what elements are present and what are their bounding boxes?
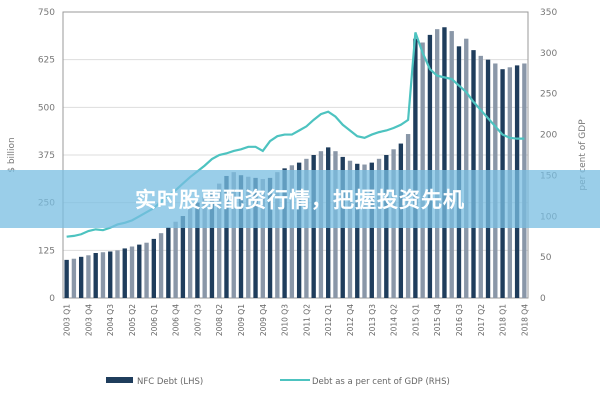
y-tick-label: 375 — [38, 151, 55, 161]
y2-tick-label: 250 — [540, 90, 557, 100]
y2-tick-label: 200 — [540, 131, 557, 141]
x-tick-label: 2005 Q2 — [128, 304, 137, 336]
y-tick-label: 0 — [49, 294, 55, 304]
banner-text: 实时股票配资行情，把握投资先机 — [135, 188, 465, 212]
bar — [129, 246, 135, 298]
bar — [435, 29, 440, 298]
bar — [115, 250, 120, 298]
bar — [209, 191, 215, 298]
bar — [260, 179, 265, 298]
bar — [253, 177, 258, 298]
bar — [173, 221, 178, 298]
bar — [275, 172, 280, 298]
bar — [93, 253, 98, 298]
bar — [376, 158, 382, 298]
y2-tick-label: 0 — [540, 294, 546, 304]
y-tick-label: 625 — [38, 56, 55, 66]
bar — [369, 162, 374, 298]
bar — [217, 183, 222, 298]
x-tick-label: 2015 Q4 — [433, 304, 442, 336]
bar — [166, 227, 171, 298]
x-tick-label: 2003 Q4 — [84, 304, 93, 336]
bar — [296, 162, 302, 298]
bar — [231, 172, 236, 298]
x-tick-label: 2006 Q1 — [150, 304, 159, 336]
bar — [427, 34, 433, 298]
y-tick-label: 500 — [38, 103, 55, 113]
bar — [464, 38, 469, 299]
bar — [64, 259, 69, 298]
x-tick-label: 2003 Q1 — [63, 304, 72, 336]
legend-swatch-bar — [106, 377, 133, 383]
bar — [137, 244, 142, 298]
bar — [158, 233, 164, 298]
legend-label: NFC Debt (LHS) — [137, 377, 203, 387]
bar — [355, 163, 360, 298]
x-tick-label: 2015 Q1 — [411, 304, 420, 336]
x-tick-label: 2017 Q2 — [477, 304, 486, 336]
bar — [100, 252, 106, 298]
bar — [267, 177, 273, 298]
bar — [362, 164, 367, 298]
bar — [246, 176, 251, 298]
bar — [151, 238, 156, 298]
x-tick-label: 2016 Q3 — [455, 304, 464, 336]
x-tick-label: 2018 Q4 — [520, 304, 529, 336]
bar — [71, 258, 77, 298]
x-tick-label: 2011 Q2 — [302, 304, 311, 336]
y-tick-label: 750 — [38, 8, 55, 18]
bar — [413, 38, 418, 299]
plot-frame — [62, 11, 529, 299]
y-tick-label: 125 — [38, 246, 55, 256]
bar — [144, 242, 149, 298]
bar — [224, 175, 229, 298]
x-tick-label: 2013 Q3 — [368, 304, 377, 336]
bar — [442, 27, 447, 299]
x-tick-label: 2009 Q4 — [259, 304, 268, 336]
x-tick-label: 2006 Q4 — [172, 304, 181, 336]
bar — [122, 248, 127, 298]
y2-axis-label: per cent of GDP — [578, 119, 588, 191]
x-tick-label: 2008 Q2 — [215, 304, 224, 336]
x-tick-label: 2009 Q1 — [237, 304, 246, 336]
y-axis-label: $ billion — [7, 137, 17, 173]
bar — [86, 255, 91, 298]
x-tick-label: 2014 Q2 — [390, 304, 399, 336]
y2-tick-label: 350 — [540, 8, 557, 18]
x-tick-label: 2012 Q4 — [346, 304, 355, 336]
bar — [347, 160, 353, 298]
promo-banner[interactable]: 实时股票配资行情，把握投资先机 — [0, 170, 600, 228]
bar — [195, 202, 200, 298]
bar — [108, 251, 113, 298]
bar — [238, 175, 244, 298]
bar — [78, 256, 84, 298]
bar — [289, 165, 295, 298]
y2-tick-label: 300 — [540, 49, 557, 59]
bar — [180, 216, 186, 298]
bar — [449, 31, 454, 299]
legend-label: Debt as a per cent of GDP (RHS) — [312, 377, 450, 387]
bar — [202, 196, 207, 298]
x-tick-label: 2012 Q1 — [324, 304, 333, 336]
bar — [282, 168, 287, 298]
x-tick-label: 2007 Q3 — [193, 304, 202, 336]
bar — [304, 158, 309, 298]
x-tick-label: 2004 Q3 — [106, 304, 115, 336]
x-tick-label: 2018 Q1 — [499, 304, 508, 336]
y2-tick-label: 50 — [540, 253, 552, 263]
bar — [187, 208, 193, 298]
x-tick-label: 2010 Q3 — [281, 304, 290, 336]
